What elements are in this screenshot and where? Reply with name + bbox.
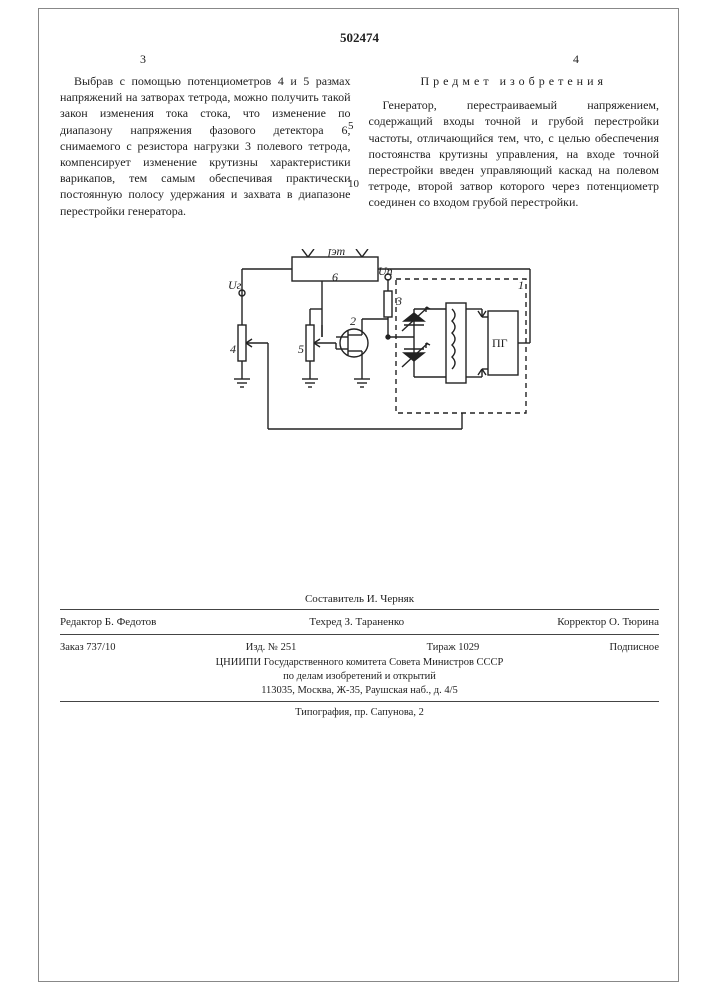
line-number-10: 10 (348, 178, 359, 190)
label-fet: fэт (328, 249, 345, 258)
label-5: 5 (298, 342, 304, 356)
circuit-diagram: Uг fэт Uп 1 2 3 4 5 6 ПГ (182, 249, 538, 479)
org-line-2: по делам изобретений и открытий (60, 670, 659, 684)
credits-row: Редактор Б. Федотов Техред З. Тараненко … (60, 614, 659, 630)
right-paragraph-1: Генератор, перестраиваемый напряжением, … (369, 97, 660, 210)
label-ur: Uг (228, 278, 242, 292)
label-pg: ПГ (492, 336, 508, 350)
page-num-right: 4 (573, 52, 579, 67)
footer-block: Составитель И. Черняк Редактор Б. Федото… (60, 593, 659, 720)
label-1: 1 (518, 278, 524, 292)
label-un: Uп (378, 264, 393, 278)
address-line: 113035, Москва, Ж-35, Раушская наб., д. … (60, 684, 659, 698)
label-3: 3 (395, 294, 402, 308)
label-2: 2 (350, 314, 356, 328)
page-num-left: 3 (140, 52, 146, 67)
line-number-5: 5 (348, 120, 354, 132)
left-paragraph-1: Выбрав с помощью потенциометров 4 и 5 ра… (60, 73, 351, 219)
order-no: Заказ 737/10 (60, 641, 115, 655)
subject-title: Предмет изобретения (369, 73, 660, 89)
document-number: 502474 (60, 30, 659, 46)
text-columns: Выбрав с помощью потенциометров 4 и 5 ра… (60, 73, 659, 223)
tirazh: Тираж 1029 (427, 641, 480, 655)
org-line-1: ЦНИИПИ Государственного комитета Совета … (60, 656, 659, 670)
left-column: Выбрав с помощью потенциометров 4 и 5 ра… (60, 73, 351, 223)
label-6: 6 (332, 270, 338, 284)
page-numbers: 3 4 (140, 52, 579, 67)
label-4: 4 (230, 342, 236, 356)
izd-no: Изд. № 251 (246, 641, 297, 655)
subscription: Подписное (610, 641, 659, 655)
compiler-line: Составитель И. Черняк (60, 593, 659, 605)
print-row: Заказ 737/10 Изд. № 251 Тираж 1029 Подпи… (60, 639, 659, 657)
tech-editor: Техред З. Тараненко (309, 616, 404, 628)
right-column: Предмет изобретения Генератор, перестраи… (369, 73, 660, 223)
corrector: Корректор О. Тюрина (557, 616, 659, 628)
typography-line: Типография, пр. Сапунова, 2 (60, 706, 659, 720)
editor: Редактор Б. Федотов (60, 616, 156, 628)
